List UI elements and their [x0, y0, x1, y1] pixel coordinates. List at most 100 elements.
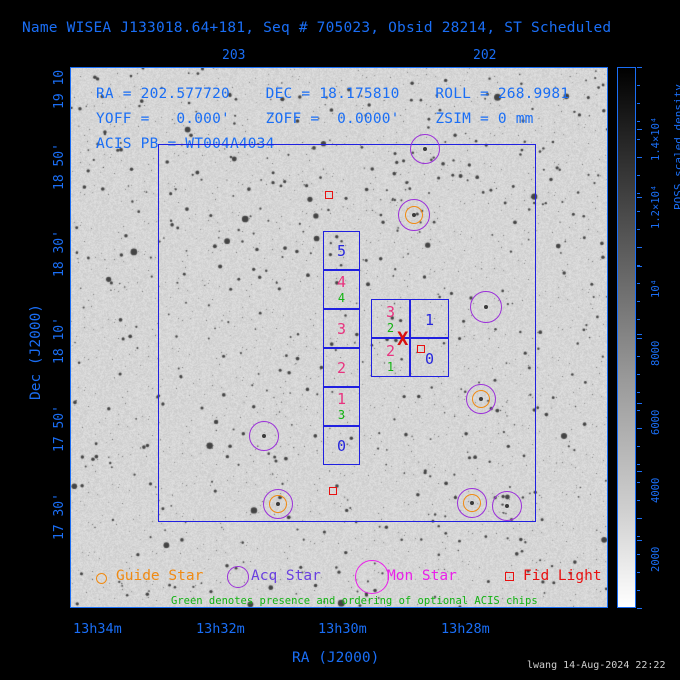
colorbar-minor-tick — [637, 139, 640, 141]
chip-number: 3 — [336, 320, 347, 338]
chip-order: 3 — [337, 408, 346, 422]
sky-image-plot[interactable]: RA = 202.577720 DEC = 18.175810 ROLL = 2… — [70, 67, 608, 608]
acq-star-marker[interactable] — [249, 421, 279, 451]
star-point — [262, 434, 266, 438]
chip-number: 1 — [336, 390, 347, 408]
acis-i-chip-1[interactable]: 1 — [410, 299, 449, 338]
colorbar-tick-label: 4000 — [650, 477, 662, 504]
colorbar-minor-tick — [637, 211, 640, 213]
colorbar-tick-label: 2000 — [650, 546, 662, 572]
chip-number: 0 — [336, 437, 347, 455]
acq-star-marker[interactable] — [492, 491, 522, 521]
chip-number: 2 — [336, 359, 347, 377]
acq-star-marker[interactable] — [470, 291, 502, 323]
colorbar-minor-tick — [637, 355, 640, 357]
x-axis-label: RA (J2000) — [292, 650, 380, 666]
param-line-yoff-zoff-zsim: YOFF = 0.000' ZOFF = 0.0000' ZSIM = 0 mm — [96, 111, 534, 127]
colorbar-minor-tick — [637, 229, 640, 231]
chip-number: 4 — [336, 273, 347, 291]
page-title: Name WISEA J133018.64+181, Seq # 705023,… — [22, 20, 612, 36]
guide-star-marker[interactable] — [405, 206, 423, 224]
colorbar-minor-tick — [637, 409, 640, 411]
chip-number: 1 — [424, 311, 435, 329]
x-tick-label: 13h30m — [318, 621, 367, 637]
colorbar-gradient — [617, 67, 636, 608]
legend-mon-icon — [355, 560, 389, 594]
y-tick-label: 18 30' — [52, 230, 67, 277]
colorbar-minor-tick — [637, 265, 640, 267]
colorbar-minor-tick — [637, 535, 640, 537]
colorbar-minor-tick — [637, 247, 642, 249]
star-point — [505, 504, 509, 508]
fid-light-marker[interactable] — [329, 487, 337, 495]
y-tick-label: 17 30' — [52, 493, 67, 540]
legend-guide-label: Guide Star — [116, 568, 204, 584]
param-line-ra-dec-roll: RA = 202.577720 DEC = 18.175810 ROLL = 2… — [96, 86, 570, 102]
top-tick-label: 203 — [222, 48, 246, 63]
acis-chip-order-note: Green denotes presence and ordering of o… — [171, 595, 538, 607]
colorbar-tick-label: 1.4×10⁴ — [650, 116, 662, 161]
y-tick-label: 18 50' — [52, 143, 67, 190]
chip-number: 2 — [385, 342, 396, 360]
legend-acq-label: Acq Star — [251, 568, 321, 584]
colorbar-minor-tick — [637, 391, 640, 393]
colorbar-minor-tick — [637, 85, 640, 87]
colorbar-minor-tick — [637, 571, 640, 573]
acq-star-marker[interactable] — [466, 384, 496, 414]
acis-s-chip-5[interactable]: 5 — [323, 231, 360, 270]
colorbar-minor-tick — [637, 67, 642, 68]
acq-star-marker[interactable] — [398, 199, 430, 231]
acis-i-chip-0[interactable]: 0 — [410, 338, 449, 377]
colorbar-tick — [637, 471, 642, 473]
chip-number: 3 — [385, 303, 396, 321]
colorbar-minor-tick — [637, 517, 642, 519]
fid-light-marker[interactable] — [325, 191, 333, 199]
colorbar-minor-tick — [637, 427, 642, 429]
colorbar-tick — [637, 197, 642, 199]
acq-star-marker[interactable] — [410, 134, 440, 164]
colorbar-tick — [637, 539, 642, 541]
colorbar-minor-tick — [637, 373, 640, 375]
colorbar-minor-tick — [637, 481, 640, 483]
fid-light-marker[interactable] — [417, 345, 425, 353]
colorbar-minor-tick — [637, 589, 640, 591]
colorbar-minor-tick — [637, 608, 642, 609]
acq-star-marker[interactable] — [457, 488, 487, 518]
guide-star-marker[interactable] — [463, 494, 481, 512]
colorbar-minor-tick — [637, 103, 640, 105]
guide-star-marker[interactable] — [269, 495, 287, 513]
legend-mon-label: Mon Star — [387, 568, 457, 584]
y-axis-label: Dec (J2000) — [28, 303, 44, 400]
legend-guide-icon — [96, 573, 107, 584]
colorbar-tick — [637, 334, 642, 336]
render-timestamp: lwang 14-Aug-2024 22:22 — [527, 660, 666, 671]
colorbar-minor-tick — [637, 337, 642, 339]
acq-star-marker[interactable] — [263, 489, 293, 519]
target-aimpoint-marker: X — [397, 328, 409, 350]
chip-order: 4 — [337, 291, 346, 305]
field-of-view-outline — [158, 144, 536, 522]
legend-fid-icon — [505, 572, 514, 581]
colorbar-minor-tick — [637, 121, 640, 123]
chip-order: 1 — [386, 360, 395, 374]
colorbar-minor-tick — [637, 157, 642, 159]
x-tick-label: 13h28m — [441, 621, 490, 637]
colorbar-tick-label: 1.2×10⁴ — [650, 184, 662, 230]
guide-star-marker[interactable] — [472, 390, 490, 408]
chip-order: 2 — [386, 321, 395, 335]
star-point — [423, 147, 427, 151]
colorbar-minor-tick — [637, 319, 640, 321]
x-tick-label: 13h34m — [73, 621, 122, 637]
x-tick-label: 13h32m — [196, 621, 245, 637]
colorbar-tick-label: 6000 — [650, 409, 662, 435]
legend-fid-label: Fid Light — [523, 568, 602, 584]
acis-s-chip-2[interactable]: 2 — [323, 348, 360, 387]
acis-s-chip-0[interactable]: 0 — [323, 426, 360, 465]
y-tick-label: 17 50' — [52, 405, 67, 452]
acis-s-chip-3[interactable]: 3 — [323, 309, 360, 348]
colorbar-label: POSS scaled density — [672, 84, 680, 210]
